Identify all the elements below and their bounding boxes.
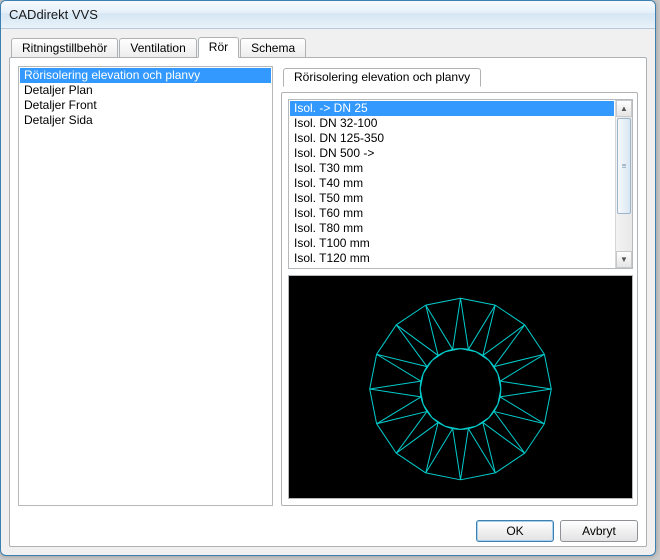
button-label: OK bbox=[506, 524, 523, 538]
list-item-label: Isol. DN 500 -> bbox=[294, 146, 374, 160]
tab-ror[interactable]: Rör bbox=[198, 37, 239, 58]
preview-drawing bbox=[289, 276, 632, 498]
list-item[interactable]: Rörisolering elevation och planvy bbox=[20, 68, 271, 83]
client-area: Ritningstillbehör Ventilation Rör Schema… bbox=[9, 35, 647, 547]
list-item-label: Isol. T60 mm bbox=[294, 206, 363, 220]
right-column: Rörisolering elevation och planvy Isol. … bbox=[281, 66, 638, 506]
tab-ritningstillbehor[interactable]: Ritningstillbehör bbox=[11, 38, 118, 58]
tab-pane: Rörisolering elevation och planvy Detalj… bbox=[9, 57, 647, 547]
sub-tabstrip: Rörisolering elevation och planvy bbox=[281, 66, 638, 86]
tab-label: Schema bbox=[251, 41, 295, 55]
columns: Rörisolering elevation och planvy Detalj… bbox=[18, 66, 638, 506]
sub-pane: Isol. -> DN 25 Isol. DN 32-100 Isol. DN … bbox=[281, 92, 638, 506]
list-item[interactable]: Isol. T30 mm bbox=[290, 161, 614, 176]
list-item[interactable]: Isol. T120 mm bbox=[290, 251, 614, 266]
dialog-window: CADdirekt VVS Ritningstillbehör Ventilat… bbox=[0, 0, 656, 556]
dialog-buttons: OK Avbryt bbox=[476, 520, 638, 542]
sub-tab-label: Rörisolering elevation och planvy bbox=[294, 70, 470, 84]
sub-tab[interactable]: Rörisolering elevation och planvy bbox=[283, 68, 481, 87]
detail-listbox-wrap: Isol. -> DN 25 Isol. DN 32-100 Isol. DN … bbox=[288, 99, 633, 269]
list-item-label: Detaljer Sida bbox=[24, 113, 93, 127]
preview-canvas bbox=[288, 275, 633, 499]
list-item-label: Isol. T120 mm bbox=[294, 251, 370, 265]
scroll-thumb[interactable] bbox=[617, 118, 631, 214]
tab-label: Ritningstillbehör bbox=[22, 41, 107, 55]
window-title: CADdirekt VVS bbox=[9, 7, 98, 22]
tab-schema[interactable]: Schema bbox=[240, 38, 306, 58]
list-item[interactable]: Isol. -> DN 25 bbox=[290, 101, 614, 116]
button-label: Avbryt bbox=[582, 524, 616, 538]
category-listbox[interactable]: Rörisolering elevation och planvy Detalj… bbox=[18, 66, 273, 506]
list-item-label: Isol. T80 mm bbox=[294, 221, 363, 235]
list-item-label: Rörisolering elevation och planvy bbox=[24, 68, 200, 82]
list-item[interactable]: Detaljer Sida bbox=[20, 113, 271, 128]
list-item-label: Isol. DN 125-350 bbox=[294, 131, 384, 145]
list-item[interactable]: Detaljer Plan bbox=[20, 83, 271, 98]
main-tabstrip: Ritningstillbehör Ventilation Rör Schema bbox=[9, 35, 647, 57]
tab-label: Rör bbox=[209, 40, 228, 54]
list-item[interactable]: Isol. T40 mm bbox=[290, 176, 614, 191]
tab-label: Ventilation bbox=[130, 41, 185, 55]
list-item-label: Isol. T40 mm bbox=[294, 176, 363, 190]
list-item[interactable]: Isol. T60 mm bbox=[290, 206, 614, 221]
list-item-label: Isol. DN 32-100 bbox=[294, 116, 377, 130]
tab-ventilation[interactable]: Ventilation bbox=[119, 38, 196, 58]
list-item-label: Isol. T50 mm bbox=[294, 191, 363, 205]
scroll-up-button[interactable]: ▲ bbox=[616, 100, 632, 117]
list-item[interactable]: Isol. T50 mm bbox=[290, 191, 614, 206]
list-item[interactable]: Isol. T80 mm bbox=[290, 221, 614, 236]
scroll-down-button[interactable]: ▼ bbox=[616, 251, 632, 268]
list-item-label: Isol. -> DN 25 bbox=[294, 101, 368, 115]
cancel-button[interactable]: Avbryt bbox=[560, 520, 638, 542]
list-item-label: Isol. T30 mm bbox=[294, 161, 363, 175]
list-item[interactable]: Isol. DN 125-350 bbox=[290, 131, 614, 146]
list-item[interactable]: Isol. DN 500 -> bbox=[290, 146, 614, 161]
list-item[interactable]: Detaljer Front bbox=[20, 98, 271, 113]
ok-button[interactable]: OK bbox=[476, 520, 554, 542]
list-item[interactable]: Isol. DN 32-100 bbox=[290, 116, 614, 131]
titlebar[interactable]: CADdirekt VVS bbox=[1, 1, 655, 29]
list-item-label: Detaljer Front bbox=[24, 98, 97, 112]
scrollbar-vertical[interactable]: ▲ ▼ bbox=[615, 100, 632, 268]
list-item-label: Isol. T100 mm bbox=[294, 236, 370, 250]
list-item[interactable]: Isol. T100 mm bbox=[290, 236, 614, 251]
detail-listbox[interactable]: Isol. -> DN 25 Isol. DN 32-100 Isol. DN … bbox=[289, 100, 615, 268]
list-item-label: Detaljer Plan bbox=[24, 83, 93, 97]
